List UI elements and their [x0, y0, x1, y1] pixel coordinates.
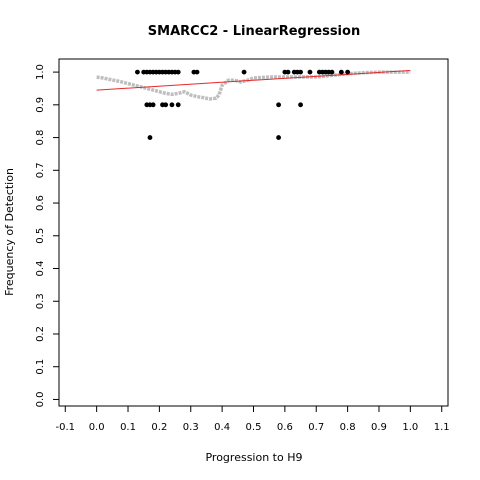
data-point [276, 135, 281, 140]
data-point [298, 102, 303, 108]
data-point [163, 102, 169, 108]
y-tick-label: 0.0 [35, 391, 46, 407]
y-axis: 0.0 0.1 0.2 0.3 0.4 0.5 0.6 0.7 0.8 0.9 1.0 [35, 64, 59, 407]
data-point [169, 102, 175, 108]
x-tick-label: 0.1 [120, 422, 136, 433]
x-tick-label: 0.7 [308, 422, 324, 433]
data-point [307, 69, 313, 75]
y-tick-label: 0.7 [35, 162, 46, 178]
x-tick-label: 0.5 [246, 422, 262, 433]
data-point [241, 69, 247, 75]
smooth-line-group [96, 70, 411, 101]
y-tick-label: 0.1 [35, 359, 46, 375]
x-tick-label: 1.1 [434, 422, 450, 433]
y-tick-label: 0.9 [35, 97, 46, 113]
data-point [338, 69, 344, 75]
data-point [194, 69, 200, 75]
x-tick-label: 1.0 [402, 422, 418, 433]
x-tick-label: 0.9 [371, 422, 387, 433]
data-point [276, 102, 281, 108]
x-tick-label: -0.1 [56, 422, 76, 433]
y-tick-label: 0.5 [35, 228, 46, 244]
y-tick-label: 0.3 [35, 293, 46, 309]
y-tick-label: 0.4 [35, 261, 46, 277]
data-point [329, 69, 335, 75]
data-point [175, 69, 181, 75]
y-tick-label: 0.6 [35, 195, 46, 211]
x-tick-label: 0.8 [340, 422, 356, 433]
x-axis: -0.1 0.0 0.1 0.2 0.3 0.4 0.5 0.6 0.7 0.8 0.9 1.0 1.1 [56, 406, 450, 433]
regression-line [96, 69, 411, 91]
data-point [150, 102, 156, 108]
x-tick-label: 0.2 [151, 422, 167, 433]
smooth-trend-line [96, 70, 411, 101]
y-tick-label: 0.8 [35, 130, 46, 146]
x-tick-label: 0.6 [277, 422, 293, 433]
regression-line-group [96, 69, 411, 91]
x-tick-label: 0.0 [89, 422, 105, 433]
x-tick-label: 0.3 [183, 422, 199, 433]
data-points-group [135, 69, 351, 140]
y-axis-label: Frequency of Detection [3, 168, 16, 296]
x-axis-label: Progression to H9 [205, 451, 302, 464]
data-point [285, 69, 291, 75]
data-point [147, 135, 153, 140]
y-tick-label: 1.0 [35, 64, 46, 80]
data-point [175, 102, 181, 108]
data-point [345, 69, 351, 75]
x-tick-label: 0.4 [214, 422, 230, 433]
chart-title: SMARCC2 - LinearRegression [148, 24, 360, 39]
data-point [135, 69, 140, 75]
data-point [298, 69, 303, 75]
y-tick-label: 0.2 [35, 326, 46, 342]
